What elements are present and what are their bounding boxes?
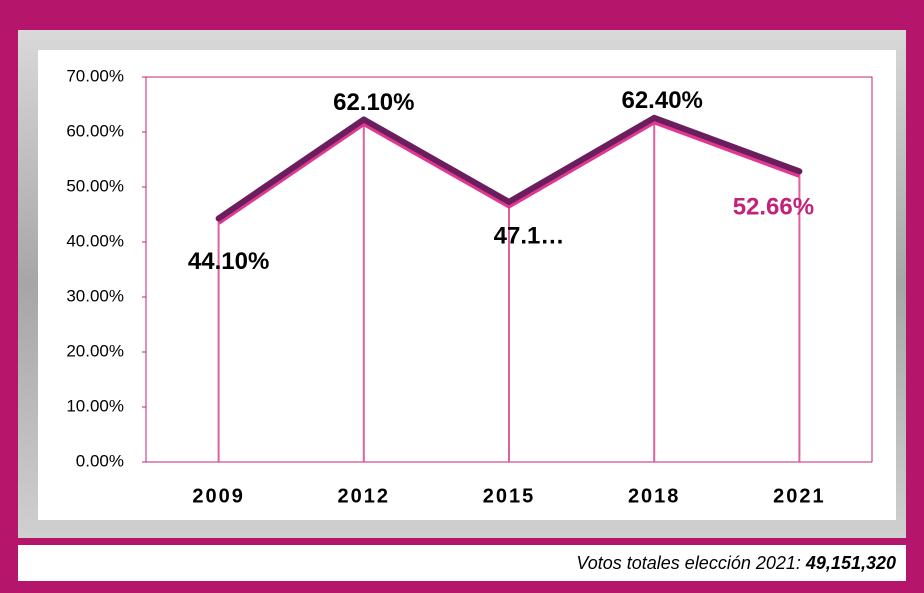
x-tick-label: 2015 <box>483 485 536 507</box>
data-label: 62.10% <box>333 89 414 116</box>
y-tick-label: 40.00% <box>66 231 124 250</box>
data-label: 62.40% <box>621 87 702 114</box>
line-shadow <box>217 119 801 225</box>
chart-area <box>38 50 896 520</box>
y-tick-label: 50.00% <box>66 176 124 195</box>
data-label: 47.1… <box>494 222 565 249</box>
footer: Votos totales elección 2021: 49,151,320 <box>576 553 896 573</box>
x-tick-label: 2009 <box>192 485 245 507</box>
y-tick-label: 70.00% <box>66 66 124 85</box>
x-tick-label: 2018 <box>628 485 681 507</box>
plot-frame <box>145 76 873 462</box>
y-tick-label: 10.00% <box>66 396 124 415</box>
data-label: 52.66% <box>733 194 814 221</box>
x-tick-label: 2021 <box>773 485 826 507</box>
footer-total: 49,151,320 <box>805 553 896 573</box>
footer-box <box>18 545 906 581</box>
y-tick-label: 30.00% <box>66 286 124 305</box>
y-tick-label: 0.00% <box>76 451 124 470</box>
data-label: 44.10% <box>188 248 269 275</box>
y-tick-label: 20.00% <box>66 341 124 360</box>
x-tick-label: 2012 <box>338 485 391 507</box>
line <box>215 114 803 222</box>
footer-text: Votos totales elección 2021: <box>576 553 800 573</box>
y-tick-label: 60.00% <box>66 121 124 140</box>
